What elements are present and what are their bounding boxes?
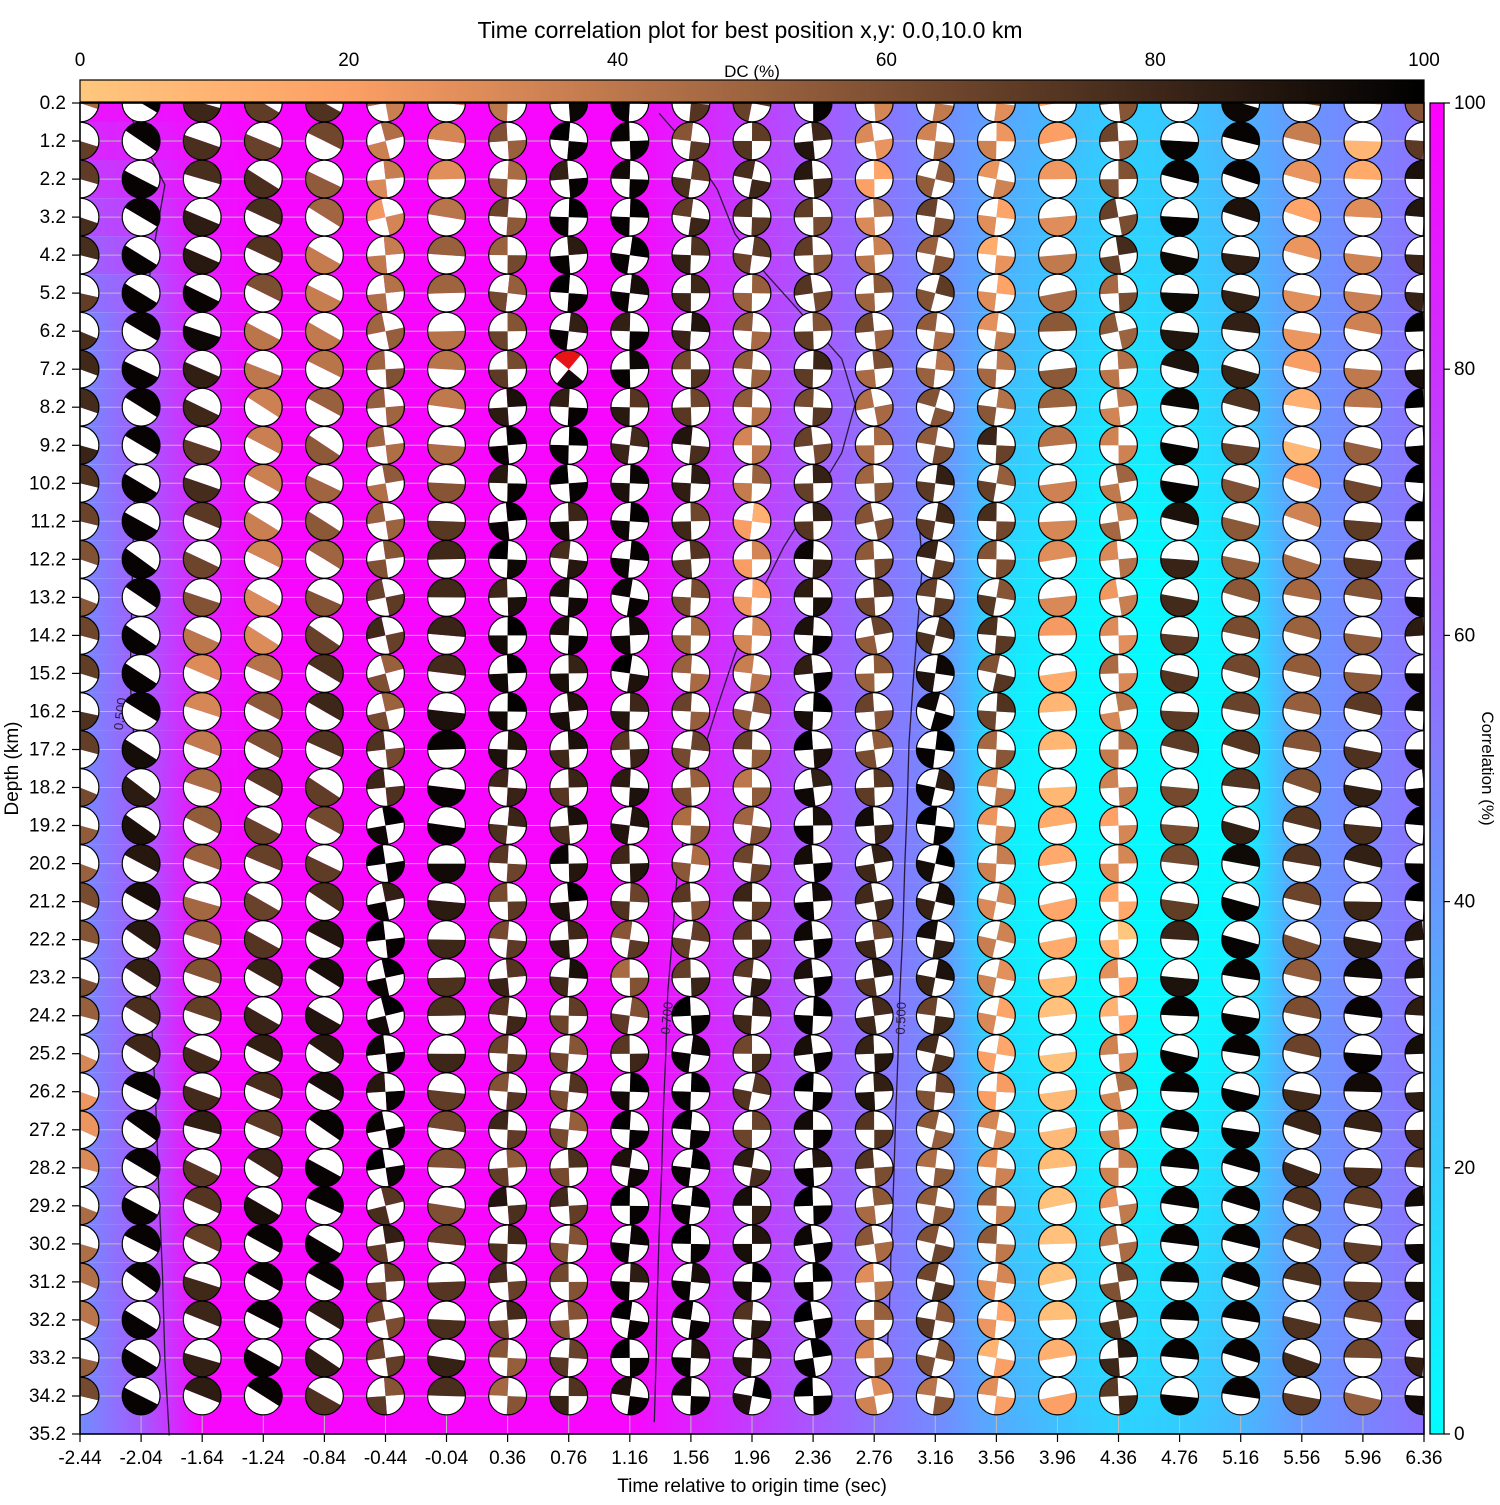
svg-text:31.2: 31.2 xyxy=(29,1272,66,1293)
svg-text:-1.64: -1.64 xyxy=(181,1448,225,1469)
svg-text:3.56: 3.56 xyxy=(978,1448,1015,1469)
svg-text:1.96: 1.96 xyxy=(734,1448,771,1469)
svg-text:3.16: 3.16 xyxy=(917,1448,954,1469)
svg-text:6.36: 6.36 xyxy=(1406,1448,1443,1469)
svg-text:60: 60 xyxy=(1454,625,1475,646)
svg-text:0: 0 xyxy=(1454,1424,1465,1445)
svg-text:4.2: 4.2 xyxy=(40,245,66,266)
svg-text:29.2: 29.2 xyxy=(29,1196,66,1217)
svg-text:2.36: 2.36 xyxy=(795,1448,832,1469)
svg-text:4.36: 4.36 xyxy=(1100,1448,1137,1469)
svg-text:60: 60 xyxy=(876,50,897,71)
svg-text:5.2: 5.2 xyxy=(40,283,66,304)
svg-text:Correlation (%): Correlation (%) xyxy=(1478,711,1497,825)
svg-text:-1.24: -1.24 xyxy=(242,1448,286,1469)
svg-text:40: 40 xyxy=(607,50,628,71)
svg-text:Time relative to origin time (: Time relative to origin time (sec) xyxy=(617,1476,887,1497)
svg-text:35.2: 35.2 xyxy=(29,1424,66,1445)
svg-text:21.2: 21.2 xyxy=(29,892,66,913)
svg-text:24.2: 24.2 xyxy=(29,1006,66,1027)
svg-text:3.2: 3.2 xyxy=(40,207,66,228)
svg-text:17.2: 17.2 xyxy=(29,740,66,761)
svg-text:23.2: 23.2 xyxy=(29,968,66,989)
svg-text:80: 80 xyxy=(1454,359,1475,380)
svg-text:2.2: 2.2 xyxy=(40,169,66,190)
svg-text:100: 100 xyxy=(1454,93,1486,114)
svg-text:2.76: 2.76 xyxy=(856,1448,893,1469)
svg-text:1.2: 1.2 xyxy=(40,131,66,152)
svg-text:3.96: 3.96 xyxy=(1039,1448,1076,1469)
svg-text:5.16: 5.16 xyxy=(1222,1448,1259,1469)
svg-text:12.2: 12.2 xyxy=(29,549,66,570)
svg-text:7.2: 7.2 xyxy=(40,359,66,380)
svg-text:28.2: 28.2 xyxy=(29,1158,66,1179)
svg-text:18.2: 18.2 xyxy=(29,778,66,799)
svg-text:25.2: 25.2 xyxy=(29,1044,66,1065)
svg-text:8.2: 8.2 xyxy=(40,397,66,418)
svg-text:-0.44: -0.44 xyxy=(364,1448,408,1469)
svg-text:0.76: 0.76 xyxy=(550,1448,587,1469)
svg-text:Depth (km): Depth (km) xyxy=(2,722,23,816)
svg-text:13.2: 13.2 xyxy=(29,587,66,608)
svg-text:0.36: 0.36 xyxy=(489,1448,526,1469)
svg-text:5.96: 5.96 xyxy=(1344,1448,1381,1469)
svg-text:-0.84: -0.84 xyxy=(303,1448,347,1469)
svg-text:9.2: 9.2 xyxy=(40,435,66,456)
svg-text:10.2: 10.2 xyxy=(29,473,66,494)
svg-text:4.76: 4.76 xyxy=(1161,1448,1198,1469)
svg-text:20.2: 20.2 xyxy=(29,854,66,875)
svg-text:30.2: 30.2 xyxy=(29,1234,66,1255)
svg-text:-2.44: -2.44 xyxy=(58,1448,102,1469)
svg-text:80: 80 xyxy=(1145,50,1166,71)
svg-text:26.2: 26.2 xyxy=(29,1082,66,1103)
svg-text:1.56: 1.56 xyxy=(672,1448,709,1469)
svg-text:DC (%): DC (%) xyxy=(724,62,780,81)
svg-text:20: 20 xyxy=(338,50,359,71)
svg-text:0.500: 0.500 xyxy=(893,1002,909,1035)
svg-text:Time correlation plot for best: Time correlation plot for best position … xyxy=(477,17,1022,43)
svg-text:15.2: 15.2 xyxy=(29,663,66,684)
svg-text:19.2: 19.2 xyxy=(29,816,66,837)
svg-text:-2.04: -2.04 xyxy=(119,1448,163,1469)
svg-text:5.56: 5.56 xyxy=(1283,1448,1320,1469)
svg-text:0.2: 0.2 xyxy=(40,93,66,114)
svg-text:40: 40 xyxy=(1454,892,1475,913)
svg-text:20: 20 xyxy=(1454,1158,1475,1179)
svg-text:22.2: 22.2 xyxy=(29,930,66,951)
svg-text:11.2: 11.2 xyxy=(30,511,66,532)
svg-text:100: 100 xyxy=(1408,50,1440,71)
svg-text:33.2: 33.2 xyxy=(29,1348,66,1369)
svg-text:0: 0 xyxy=(75,50,86,71)
svg-text:32.2: 32.2 xyxy=(29,1310,66,1331)
svg-text:14.2: 14.2 xyxy=(29,625,66,646)
svg-text:6.2: 6.2 xyxy=(40,321,66,342)
svg-text:16.2: 16.2 xyxy=(29,702,66,723)
svg-text:34.2: 34.2 xyxy=(29,1386,66,1407)
svg-text:27.2: 27.2 xyxy=(29,1120,66,1141)
svg-text:-0.04: -0.04 xyxy=(425,1448,469,1469)
svg-text:1.16: 1.16 xyxy=(611,1448,648,1469)
